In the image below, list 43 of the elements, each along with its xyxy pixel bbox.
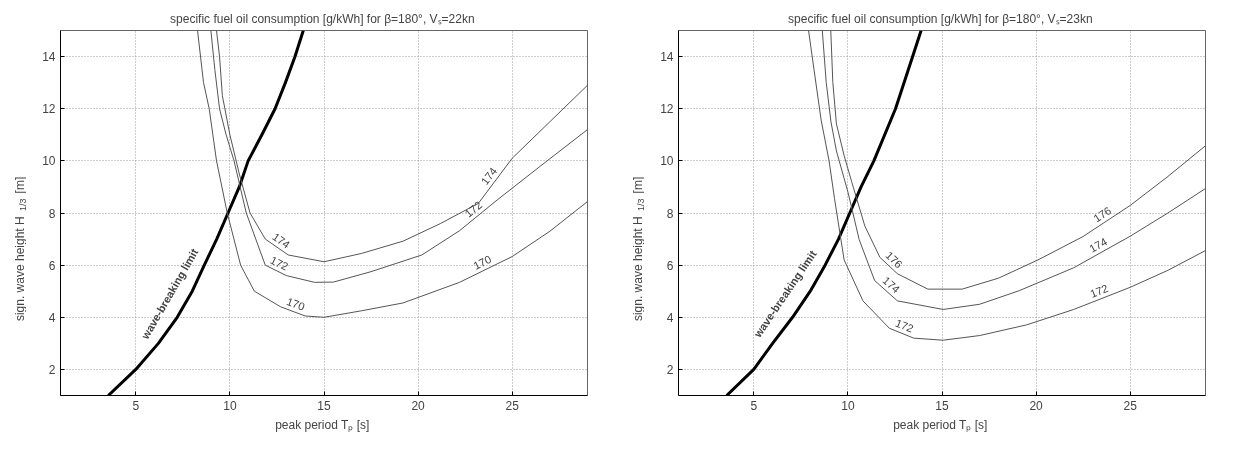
x-axis-title: peak period Tₚ [s] xyxy=(893,417,988,432)
y-tick-label: 10 xyxy=(660,154,674,169)
x-tick-label: 25 xyxy=(1123,398,1138,413)
text: 172 xyxy=(268,253,291,273)
x-tick-label: 20 xyxy=(1029,398,1044,413)
x-axis-title: peak period Tₚ [s] xyxy=(275,417,370,432)
x-tick-label: 15 xyxy=(935,398,949,413)
x-tick-label: 5 xyxy=(132,398,140,413)
text: 176 xyxy=(1091,204,1114,225)
y-tick-label: 4 xyxy=(666,310,674,325)
y-tick-label: 8 xyxy=(666,206,674,221)
y-tick-label: 6 xyxy=(48,258,56,273)
y-tick-label: 2 xyxy=(666,362,674,377)
x-tick-label: 10 xyxy=(841,398,855,413)
text: 172 xyxy=(893,316,916,335)
x-tick-label: 15 xyxy=(317,398,331,413)
line-series xyxy=(197,30,588,318)
y-tick-label: 8 xyxy=(48,206,56,221)
text: 174 xyxy=(478,165,500,187)
y-axis-title: sign. wave height H1/3 [m] xyxy=(13,176,28,322)
y-tick-label: 4 xyxy=(48,310,56,325)
text: 170 xyxy=(285,295,307,313)
x-tick-label: 25 xyxy=(505,398,520,413)
y-tick-label: 10 xyxy=(42,154,56,169)
text: 174 xyxy=(1087,235,1109,255)
y-tick-label: 14 xyxy=(42,50,56,65)
x-tick-label: 20 xyxy=(411,398,426,413)
y-tick-label: 12 xyxy=(660,102,674,117)
chart-title: specific fuel oil consumption [g/kWh] for β=180°, Vₛ=22kn xyxy=(170,11,475,26)
x-tick-label: 10 xyxy=(223,398,237,413)
x-tick-label: 5 xyxy=(750,398,758,413)
y-tick-label: 14 xyxy=(660,50,674,65)
y-axis-title: sign. wave height H1/3 [m] xyxy=(631,176,646,322)
text: 172 xyxy=(1088,282,1110,300)
y-tick-label: 2 xyxy=(48,362,56,377)
y-tick-label: 6 xyxy=(666,258,674,273)
y-tick-label: 12 xyxy=(42,102,56,117)
chart-title: specific fuel oil consumption [g/kWh] for β=180°, Vₛ=23kn xyxy=(788,11,1093,26)
text: 170 xyxy=(471,252,494,272)
text: 174 xyxy=(880,274,903,296)
text: 174 xyxy=(270,230,293,251)
text: 176 xyxy=(883,249,905,271)
text: 172 xyxy=(462,198,485,220)
